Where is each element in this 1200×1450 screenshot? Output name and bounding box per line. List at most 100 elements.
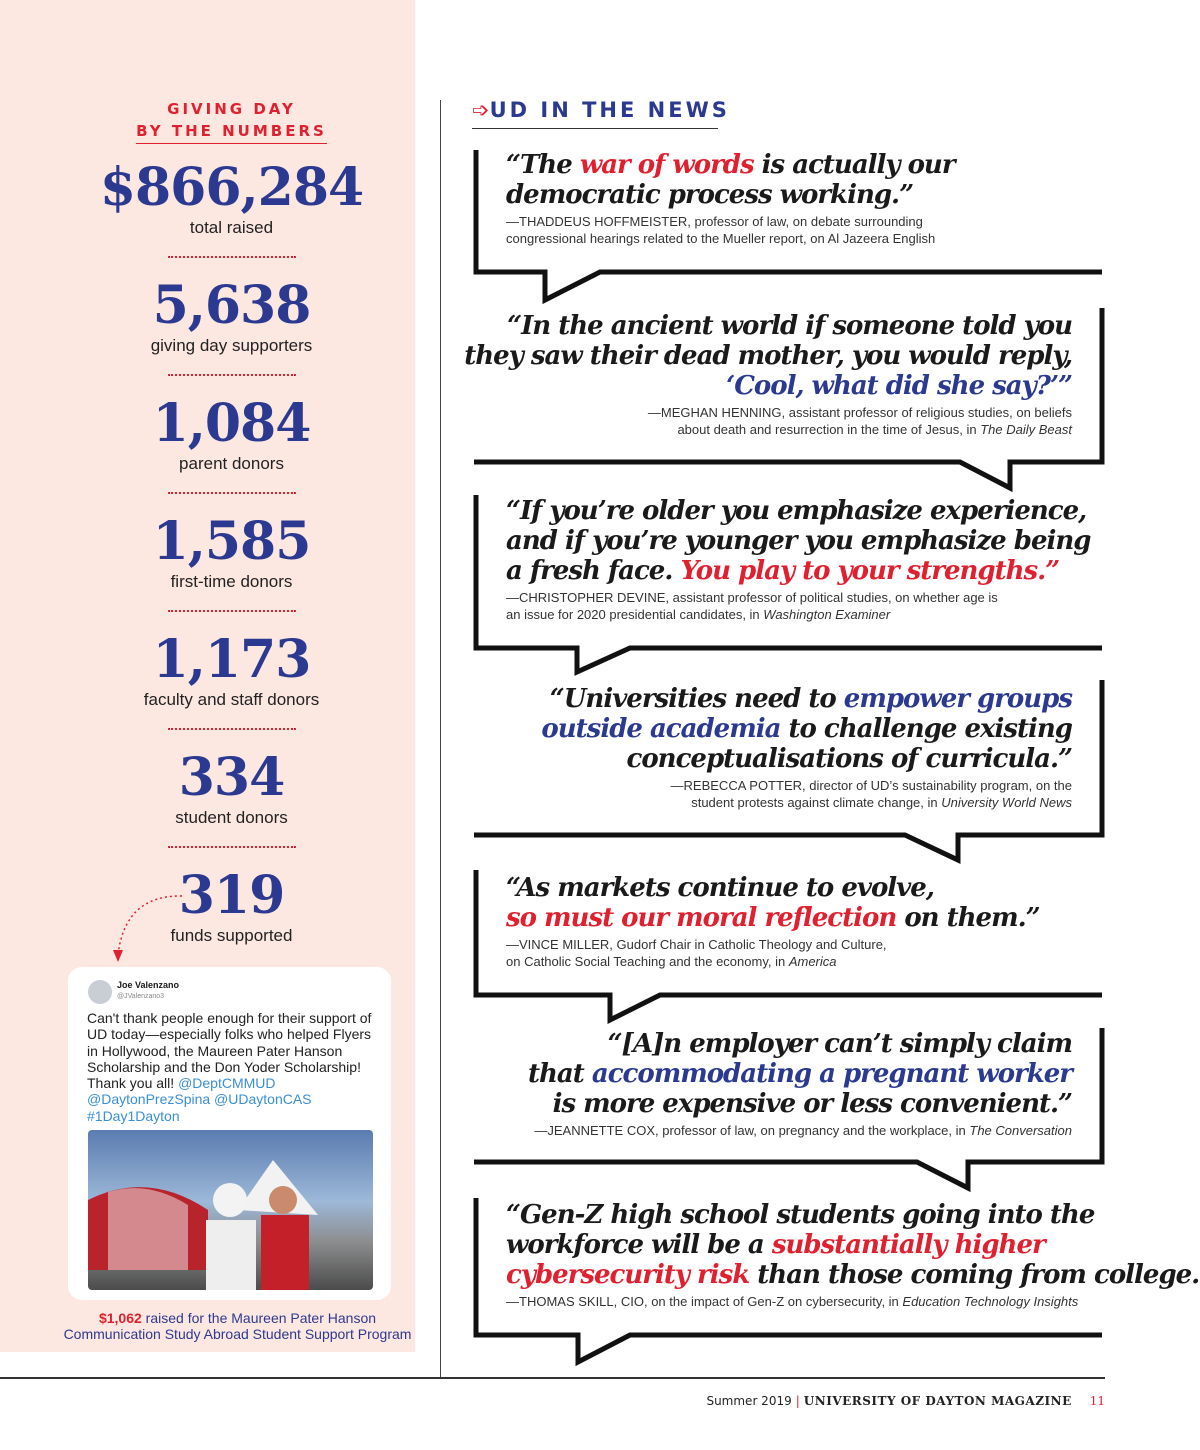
attribution-segment: —THADDEUS HOFFMEISTER, professor of law,… — [506, 214, 923, 229]
arrow-right-icon: ➩ — [472, 98, 490, 122]
stat-value: 319 — [178, 865, 286, 926]
quote-segment: “If you’re older you emphasize experienc… — [506, 496, 1087, 526]
quote-line: that accommodating a pregnant worker — [528, 1059, 1073, 1089]
stats-list: $866,284 total raised 5,638 giving day supp… — [0, 160, 463, 986]
quote-line: workforce will be a substantially higher — [506, 1230, 1200, 1260]
quote-line: is more expensive or less convenient.” — [528, 1089, 1073, 1119]
stat-label: first-time donors — [170, 572, 293, 591]
news-quote: “Gen-Z high school students going into t… — [506, 1200, 1200, 1310]
quote-segment: workforce will be a — [506, 1230, 772, 1260]
quote-line: a fresh face. You play to your strengths… — [506, 556, 1090, 586]
quote-line: ‘Cool, what did she say?’” — [464, 371, 1073, 401]
quote-segment: democratic process working.” — [506, 180, 914, 210]
quote-segment: accommodating a pregnant worker — [591, 1059, 1073, 1089]
attribution-segment: on Catholic Social Teaching and the econ… — [506, 954, 789, 969]
dotted-divider — [167, 492, 296, 494]
dotted-divider — [167, 728, 296, 730]
quote-line: “Universities need to empower groups — [541, 684, 1073, 714]
news-heading: ➩UD IN THE NEWS — [472, 98, 727, 129]
quote-segment: is actually our — [753, 150, 956, 180]
attribution-segment: —REBECCA POTTER, director of UD’s sustai… — [670, 778, 1072, 793]
news-quote: “In the ancient world if someone told yo… — [464, 311, 1073, 438]
stat-label: parent donors — [179, 454, 284, 473]
attribution-segment: The Conversation — [969, 1123, 1072, 1138]
quote-line: cybersecurity risk than those coming fro… — [506, 1260, 1200, 1290]
quote-segment: ‘Cool, what did she say?’” — [726, 371, 1073, 401]
stat-item: 1,084 parent donors — [0, 396, 463, 514]
news-quote: “The war of words is actually our democra… — [506, 150, 956, 247]
quote-segment: substantially higher — [771, 1230, 1046, 1260]
quote-attribution: —MEGHAN HENNING, assistant professor of … — [464, 404, 1072, 438]
attribution-segment: —MEGHAN HENNING, assistant professor of … — [647, 405, 1072, 420]
quote-segment: that — [528, 1059, 592, 1089]
attribution-segment: about death and resurrection in the time… — [677, 422, 981, 437]
quote-segment: “The — [506, 150, 580, 180]
giving-day-heading: GIVING DAY — [167, 100, 296, 118]
quote-segment: war of words — [579, 150, 755, 180]
quote-segment: “Universities need to — [549, 684, 844, 714]
quote-segment: “As markets continue to evolve, — [506, 873, 935, 903]
quote-line: “The war of words is actually our — [506, 150, 956, 180]
quote-segment: so must our moral reflection — [506, 903, 897, 933]
attribution-segment: —VINCE MILLER, Gudorf Chair in Catholic … — [506, 937, 887, 952]
quote-attribution: —VINCE MILLER, Gudorf Chair in Catholic … — [506, 936, 1040, 970]
quote-segment: empower groups — [843, 684, 1073, 714]
caption-text: raised for the Maureen Pater Hanson Comm… — [63, 1310, 412, 1342]
attribution-segment: —JEANNETTE COX, professor of law, on pre… — [534, 1123, 970, 1138]
footer-season: Summer 2019 — [706, 1394, 792, 1408]
tweet-links[interactable]: @DeptCMMUD @DaytonPrezSpina @UDaytonCAS … — [87, 1075, 312, 1124]
quote-attribution: —REBECCA POTTER, director of UD’s sustai… — [541, 777, 1072, 811]
stat-item: 319 funds supported — [0, 868, 463, 986]
footer-rule — [0, 1377, 1105, 1379]
quote-segment: a fresh face. — [506, 556, 681, 586]
avatar — [88, 980, 112, 1004]
attribution-segment: Washington Examiner — [763, 607, 891, 622]
tweet-author: Joe Valenzano — [117, 980, 180, 990]
attribution-segment: America — [788, 954, 837, 969]
giving-day-subheading: BY THE NUMBERS — [0, 122, 463, 144]
attribution-segment: The Daily Beast — [980, 422, 1072, 437]
quote-line: so must our moral reflection on them.” — [506, 903, 1041, 933]
quote-attribution: —JEANNETTE COX, professor of law, on pre… — [528, 1122, 1072, 1139]
attribution-segment: —CHRISTOPHER DEVINE, assistant professor… — [506, 590, 998, 605]
quote-line: outside academia to challenge existing — [541, 714, 1073, 744]
news-quote: “As markets continue to evolve, so must o… — [506, 873, 1041, 970]
quote-segment: conceptualisations of curricula.” — [626, 744, 1073, 774]
stat-value: 1,173 — [152, 629, 312, 690]
attribution-segment: —THOMAS SKILL, CIO, on the impact of Gen… — [506, 1294, 903, 1309]
footer-magazine: UNIVERSITY OF DAYTON MAGAZINE — [803, 1394, 1072, 1408]
photo-caption: $1,062 raised for the Maureen Pater Hans… — [50, 1310, 425, 1342]
tweet-photo — [88, 1130, 373, 1290]
quote-segment: is more expensive or less convenient.” — [552, 1089, 1073, 1119]
news-heading-text: UD IN THE NEWS — [489, 98, 730, 122]
tweet-handle: @JValenzano3 — [117, 993, 165, 1000]
stat-value: 5,638 — [152, 275, 312, 336]
footer-separator: | — [795, 1394, 800, 1408]
attribution-segment: Education Technology Insights — [902, 1294, 1079, 1309]
stat-label: faculty and staff donors — [143, 690, 320, 709]
stat-value: 334 — [178, 747, 286, 808]
dotted-divider — [167, 256, 296, 258]
stat-label: total raised — [189, 218, 274, 237]
news-quote: “Universities need to empower groups outs… — [541, 684, 1073, 811]
quote-line: conceptualisations of curricula.” — [541, 744, 1073, 774]
stat-label: giving day supporters — [150, 336, 313, 355]
column-divider — [440, 100, 441, 1377]
stat-value: 1,084 — [152, 393, 312, 454]
news-quote: “If you’re older you emphasize experienc… — [506, 496, 1091, 623]
quote-segment: You play to your strengths.” — [680, 556, 1060, 586]
quote-line: “As markets continue to evolve, — [506, 873, 1040, 903]
quote-line: democratic process working.” — [506, 180, 955, 210]
quote-attribution: —THOMAS SKILL, CIO, on the impact of Gen… — [506, 1293, 1200, 1310]
stat-item: $866,284 total raised — [0, 160, 463, 278]
quote-segment: on them.” — [896, 903, 1040, 933]
attribution-segment: congressional hearings related to the Mu… — [506, 231, 936, 246]
stat-label: student donors — [175, 808, 288, 827]
stat-value: $866,284 — [99, 157, 364, 218]
quote-segment: and if you’re younger you emphasize bein… — [506, 526, 1091, 556]
stat-item: 5,638 giving day supporters — [0, 278, 463, 396]
caption-amount: $1,062 — [98, 1310, 142, 1326]
quote-segment: outside academia — [541, 714, 781, 744]
quote-segment: they saw their dead mother, you would re… — [464, 341, 1073, 371]
quote-line: “Gen-Z high school students going into t… — [506, 1200, 1200, 1230]
